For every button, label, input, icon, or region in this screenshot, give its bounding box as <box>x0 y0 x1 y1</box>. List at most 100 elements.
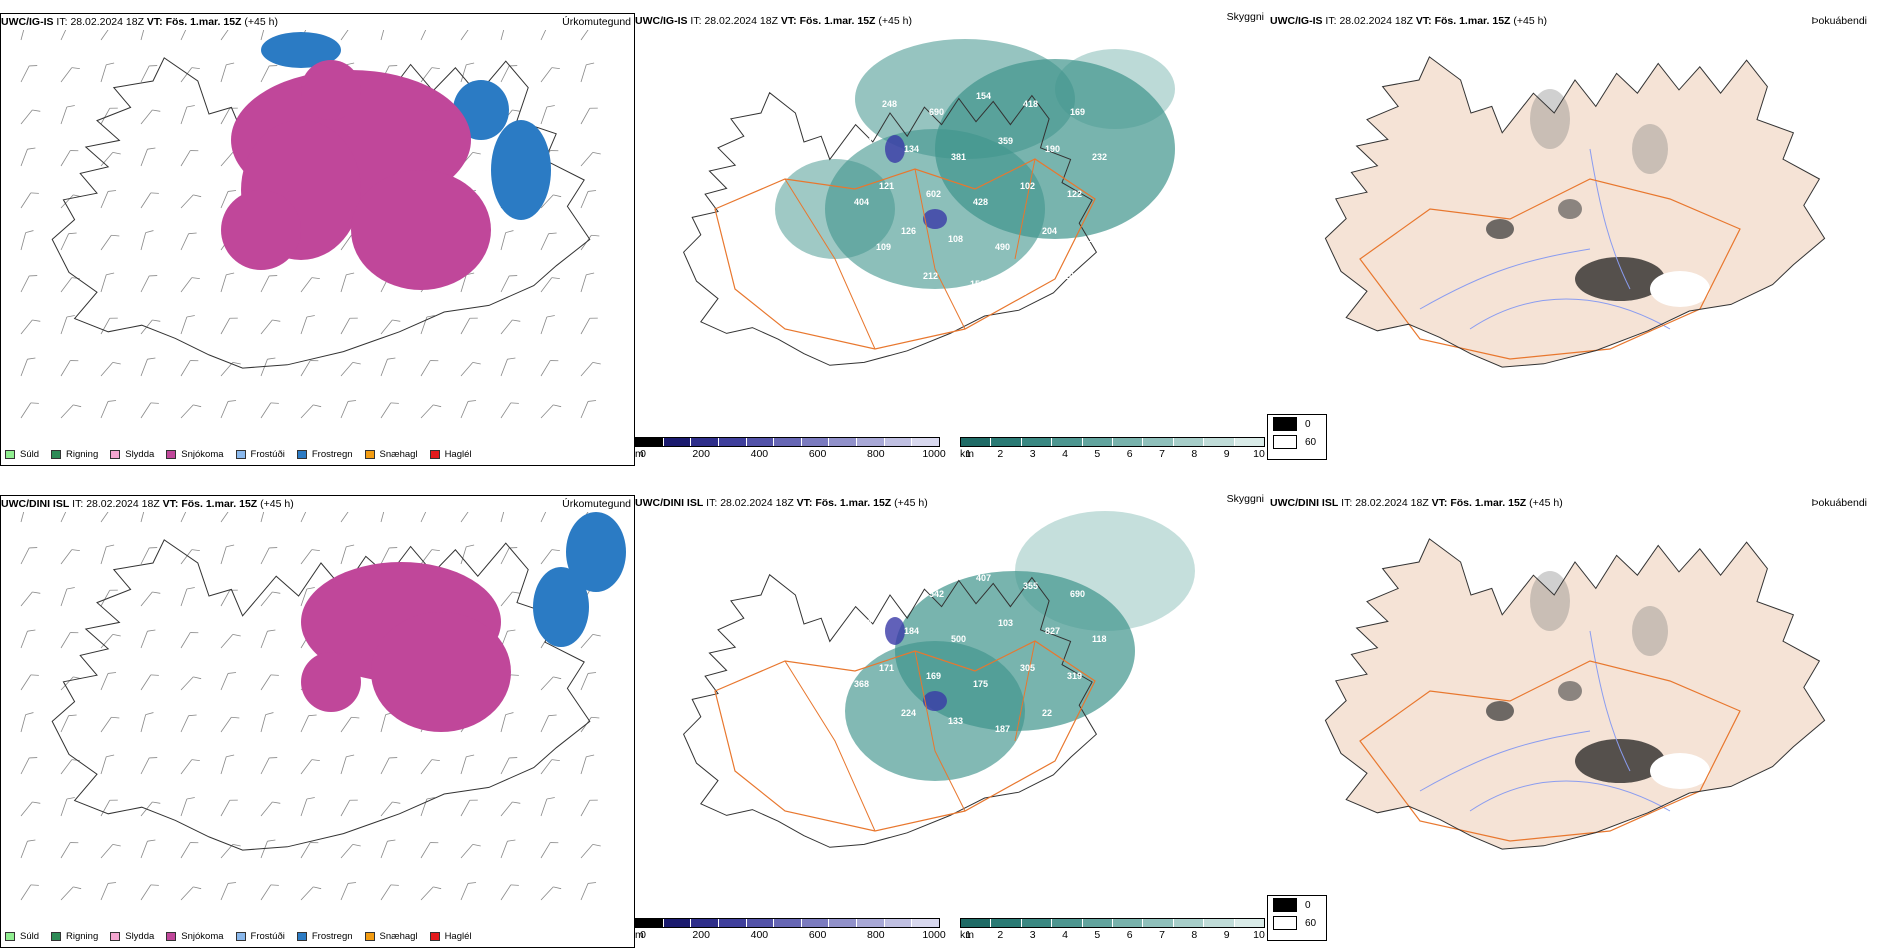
coastline <box>51 539 591 851</box>
colorbar-tick-label: 2 <box>997 929 1004 941</box>
colorbar-cell <box>718 438 747 446</box>
colorbar-unit: m <box>635 448 644 460</box>
legend-item-6: Snæhagl <box>364 448 418 460</box>
legend-label: Haglél <box>444 930 472 942</box>
legend-label: Snjókoma <box>181 930 224 942</box>
colorbar-cell <box>718 919 747 927</box>
legend-item-2: Slydda <box>110 931 154 942</box>
colorbar-cell <box>663 438 692 446</box>
cloud-base-label: 242 <box>835 573 850 583</box>
legend-swatch <box>235 931 246 941</box>
coastline <box>683 573 1098 848</box>
precip-map <box>20 512 626 901</box>
fog-panel-bottom: UWC/DINI ISL IT: 28.02.2024 18Z VT: Fös.… <box>1270 495 1900 948</box>
colorbar-cell <box>691 919 719 927</box>
model-name: UWC/DINI ISL <box>1 498 70 510</box>
cloud-map: 403 248 690 154 418 169 274 134 381 359 190 232 121 6… <box>683 39 1175 366</box>
fog-key-label: 0 <box>1305 418 1311 430</box>
cloud-base-label: 319 <box>1067 671 1082 681</box>
colorbar-tick-label: 400 <box>750 448 769 460</box>
legend-item-4: Frostúði <box>235 931 285 942</box>
colorbar-tick-label: 4 <box>1062 929 1068 941</box>
legend-item-7: Haglél <box>429 930 472 942</box>
model-name: UWC/DINI ISL <box>635 497 704 509</box>
legend-item-2: Slydda <box>110 449 154 460</box>
cloud-base-label: 103 <box>857 618 872 628</box>
colorbar-cell <box>884 438 913 446</box>
cloud-base-label: 109 <box>876 242 891 252</box>
legend-item-0: Súld <box>5 449 39 460</box>
colorbar-cell <box>774 919 802 927</box>
cloud-base-label: 224 <box>901 708 916 718</box>
cloud-base-labels: 242 483 542 407 355 690 103 184 500 103 827 118 171 1… <box>835 573 1107 734</box>
legend-swatch <box>166 931 177 941</box>
legend-label: Frostúði <box>250 448 285 460</box>
cloud-base-label: 22 <box>1042 708 1052 718</box>
fog-key-row: 0 <box>1268 415 1326 433</box>
legend-label: Slydda <box>125 930 155 942</box>
cloud-panel-top: UWC/IG-IS IT: 28.02.2024 18Z VT: Fös. 1.… <box>635 11 1270 466</box>
legend-swatch <box>429 449 440 459</box>
cloud-base-label: 20 <box>1064 271 1074 281</box>
colorbar-cell <box>1021 438 1053 446</box>
it-value: 28.02.2024 18Z <box>70 16 144 28</box>
model-name: UWC/IG-IS <box>1270 15 1323 27</box>
vt-value: Fös. 1.mar. 15Z <box>815 497 892 509</box>
colorbar-tick-label: 7 <box>1159 448 1165 460</box>
vt-label: VT: <box>1431 497 1448 509</box>
legend-swatch <box>110 931 121 941</box>
fog-key-label: 0 <box>1305 899 1311 911</box>
cloud-base-label: 407 <box>976 573 991 583</box>
cloud-base-label: 542 <box>929 589 944 599</box>
colorbar-cell <box>912 438 940 446</box>
colorbar-cell <box>1052 919 1083 927</box>
cloud-base-label: 169 <box>1070 107 1085 117</box>
visibility-colorbar-bottom: 1 2 3 4 5 6 7 8 9 10 km <box>960 918 1265 942</box>
cloud-base-label: 212 <box>923 271 938 281</box>
legend-label: Haglél <box>444 448 472 460</box>
cloud-base-label: 169 <box>926 671 941 681</box>
it-label: IT: <box>1341 497 1353 509</box>
lead-time: (+45 h) <box>1513 15 1547 27</box>
height-colorbar-bottom: 0 200 400 600 800 1000 m <box>635 918 946 942</box>
colorbar-ticks: 1 2 3 4 5 6 7 8 9 10 <box>960 928 1265 942</box>
fog-key-row: 60 <box>1268 914 1326 932</box>
legend-label: Rigning <box>66 448 99 460</box>
road-network <box>714 640 1096 832</box>
colorbar-tick-label: 1000 <box>922 448 946 460</box>
cloud-base-label: 602 <box>926 189 941 199</box>
colorbar-unit: m <box>635 929 644 941</box>
legend-item-3: Snjókoma <box>166 930 224 942</box>
vt-label: VT: <box>1415 15 1432 27</box>
colorbar-cell <box>857 438 885 446</box>
colorbar-tick-label: 6 <box>1126 448 1133 460</box>
colorbar-tick-label: 1 <box>965 929 971 941</box>
legend-swatch <box>51 931 62 941</box>
cloud-base-label: 175 <box>973 679 988 689</box>
legend-item-3: Snjókoma <box>166 449 224 460</box>
road-network <box>1359 178 1741 360</box>
legend-swatch <box>429 931 440 941</box>
fog-key-bottom: 0 60 <box>1267 895 1327 941</box>
colorbar-ticks: 0 200 400 600 800 1000 <box>635 447 946 461</box>
colorbar-cell <box>961 438 992 446</box>
precip-areas <box>221 32 551 290</box>
colorbar-cell <box>746 919 775 927</box>
param-name: Þokuábendi <box>1811 15 1867 27</box>
param-name: Þokuábendi <box>1811 497 1867 509</box>
colorbar-cell <box>1113 919 1144 927</box>
vt-value: Fös. 1.mar. 15Z <box>181 498 258 510</box>
cloud-base-label: 103 <box>998 618 1013 628</box>
fog-key-label: 60 <box>1305 917 1317 929</box>
colorbar-tick-label: 10 <box>1253 929 1265 941</box>
colorbar-tick-label: 7 <box>1159 929 1165 941</box>
colorbar-strip <box>635 918 940 928</box>
legend-label: Súld <box>20 930 40 942</box>
model-name: UWC/IG-IS <box>635 15 688 27</box>
lead-time: (+45 h) <box>894 497 928 509</box>
cloud-base-label: 359 <box>998 136 1013 146</box>
cloud-base-label: 122 <box>1067 189 1082 199</box>
wind-barbs <box>20 512 601 901</box>
legend-label: Snæhagl <box>379 448 418 460</box>
legend-label: Frostregn <box>311 448 353 460</box>
